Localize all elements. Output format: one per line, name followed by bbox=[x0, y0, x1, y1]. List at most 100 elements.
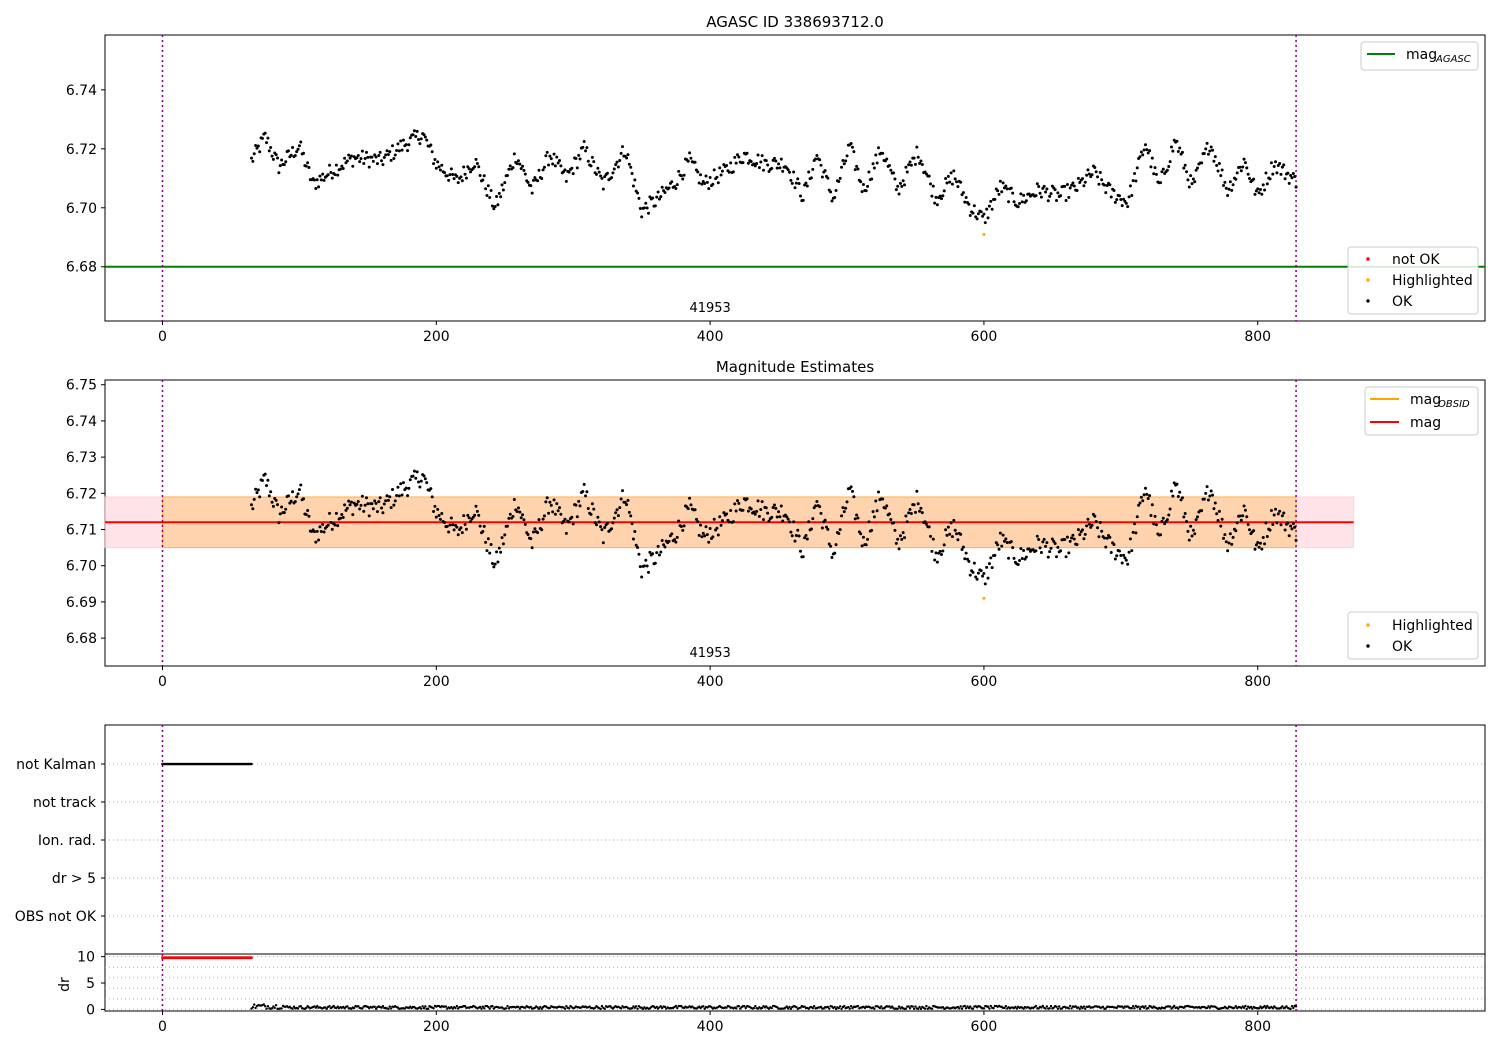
ok-point bbox=[329, 171, 333, 175]
dr-point bbox=[1003, 1006, 1006, 1010]
ok-point bbox=[1120, 561, 1124, 565]
ok-point bbox=[1239, 518, 1243, 522]
ok-point bbox=[318, 525, 322, 529]
ok-point bbox=[594, 172, 598, 176]
ok-point bbox=[762, 168, 766, 172]
ok-point bbox=[492, 565, 496, 569]
ok-point bbox=[340, 513, 344, 517]
ok-point bbox=[545, 496, 549, 500]
ok-point bbox=[629, 165, 633, 169]
dr-point bbox=[588, 1005, 591, 1008]
ok-point bbox=[1235, 521, 1239, 525]
ok-point bbox=[719, 523, 723, 527]
ok-point bbox=[756, 499, 760, 503]
ok-point bbox=[278, 512, 282, 516]
ok-point bbox=[1182, 515, 1186, 519]
ok-point bbox=[673, 538, 677, 542]
ok-point bbox=[1137, 503, 1141, 507]
ok-point bbox=[892, 521, 896, 525]
ok-point bbox=[447, 530, 451, 534]
ok-point bbox=[328, 163, 332, 167]
ok-point bbox=[987, 204, 991, 208]
ok-point bbox=[1165, 168, 1169, 172]
ok-point bbox=[731, 170, 735, 174]
ok-point bbox=[401, 481, 405, 485]
ok-point bbox=[871, 162, 875, 166]
ok-point bbox=[1143, 486, 1147, 490]
ok-point bbox=[356, 153, 360, 157]
ok-point bbox=[1112, 542, 1116, 546]
ok-point bbox=[905, 520, 909, 524]
ok-point bbox=[712, 168, 716, 172]
ok-point bbox=[1280, 514, 1284, 518]
ok-point bbox=[1206, 152, 1210, 156]
ok-point bbox=[809, 176, 813, 180]
ok-point bbox=[931, 184, 935, 188]
ok-point bbox=[322, 178, 326, 182]
ok-point bbox=[1217, 161, 1221, 165]
ok-point bbox=[518, 510, 522, 514]
ok-point bbox=[1242, 504, 1246, 508]
ok-point bbox=[618, 506, 622, 510]
ok-point bbox=[856, 516, 860, 520]
ok-point bbox=[900, 537, 904, 541]
x-tick-label: 200 bbox=[423, 1019, 450, 1035]
ok-point bbox=[423, 477, 427, 481]
ok-point bbox=[315, 178, 319, 182]
ok-point bbox=[1282, 511, 1286, 515]
dr-point bbox=[1263, 1004, 1266, 1008]
dr-point bbox=[540, 1007, 543, 1011]
dr-point bbox=[1015, 1007, 1018, 1010]
ok-point bbox=[1282, 163, 1286, 167]
ok-point bbox=[781, 169, 785, 173]
ok-point bbox=[507, 167, 511, 171]
ok-point bbox=[968, 213, 972, 217]
ok-point bbox=[571, 522, 575, 526]
ok-point bbox=[898, 181, 902, 185]
ok-point bbox=[633, 178, 637, 182]
ok-point bbox=[741, 508, 745, 512]
ok-point bbox=[682, 173, 686, 177]
ok-point bbox=[845, 154, 849, 158]
ok-point bbox=[260, 136, 264, 140]
ok-point bbox=[400, 493, 404, 497]
ok-point bbox=[1227, 187, 1231, 191]
ok-point bbox=[1126, 562, 1130, 566]
ok-point bbox=[797, 182, 801, 186]
ok-point bbox=[976, 571, 980, 575]
ok-point bbox=[388, 495, 392, 499]
ok-point bbox=[945, 533, 949, 537]
dr-point bbox=[760, 1006, 764, 1010]
ok-point bbox=[377, 154, 381, 158]
ok-point bbox=[1246, 172, 1250, 176]
ok-point bbox=[1230, 188, 1234, 192]
ok-point bbox=[901, 531, 905, 535]
ok-point bbox=[265, 484, 269, 488]
ok-point bbox=[360, 494, 364, 498]
ok-point bbox=[996, 543, 1000, 547]
ok-point bbox=[515, 510, 519, 514]
ok-point bbox=[789, 530, 793, 534]
ok-point bbox=[503, 533, 507, 537]
dr-point bbox=[969, 1005, 972, 1008]
ok-point bbox=[1071, 181, 1075, 185]
dr-point bbox=[1037, 1007, 1040, 1010]
ok-point bbox=[775, 515, 779, 519]
ok-point bbox=[1291, 171, 1295, 175]
ok-point bbox=[1124, 558, 1128, 562]
chart-title: Magnitude Estimates bbox=[716, 358, 874, 376]
legend-marker bbox=[1366, 257, 1370, 261]
ok-point bbox=[872, 166, 876, 170]
ok-point bbox=[1133, 522, 1137, 526]
ok-point bbox=[1037, 538, 1041, 542]
ok-point bbox=[499, 550, 503, 554]
ok-point bbox=[295, 150, 299, 154]
ok-point bbox=[296, 492, 300, 496]
ok-point bbox=[647, 570, 651, 574]
ok-point bbox=[417, 480, 421, 484]
ok-point bbox=[1212, 159, 1216, 163]
ok-point bbox=[1011, 546, 1015, 550]
ok-point bbox=[530, 546, 534, 550]
ok-point bbox=[919, 506, 923, 510]
ok-point bbox=[1178, 490, 1182, 494]
